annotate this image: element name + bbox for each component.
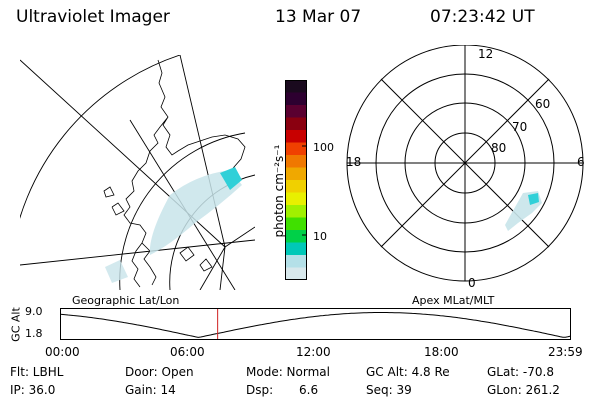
colorbar-band bbox=[285, 105, 307, 118]
mlt-label-12: 12 bbox=[478, 47, 494, 61]
x-tick-1800: 18:00 bbox=[424, 345, 459, 359]
altitude-tick-high: 9.0 bbox=[25, 305, 43, 318]
colorbar-band bbox=[285, 217, 307, 231]
altitude-tick-low: 1.8 bbox=[25, 327, 43, 340]
altitude-axis-label: GC Alt bbox=[9, 307, 23, 342]
mlat-label-60: 60 bbox=[535, 97, 551, 111]
gain-info: Gain: 14 bbox=[125, 383, 176, 397]
gc-alt-info: GC Alt: 4.8 Re bbox=[366, 365, 450, 379]
mlt-label-18: 18 bbox=[346, 155, 362, 169]
colorbar-band bbox=[285, 92, 307, 106]
door-info: Door: Open bbox=[125, 365, 194, 379]
x-tick-2359: 23:59 bbox=[548, 345, 583, 359]
colorbar-tick-10: 10 bbox=[313, 230, 327, 243]
polar-mlat-mlt-plot bbox=[346, 45, 584, 282]
geographic-caption: Geographic Lat/Lon bbox=[72, 294, 180, 307]
colorbar-band bbox=[285, 80, 307, 93]
time-label: 07:23:42 UT bbox=[430, 7, 535, 27]
colorbar-band bbox=[285, 155, 307, 168]
colorbar-tick-100: 100 bbox=[313, 141, 334, 154]
colorbar-band bbox=[285, 130, 307, 143]
colorbar-band bbox=[285, 255, 307, 268]
ip-info: IP: 36.0 bbox=[10, 383, 56, 397]
altitude-strip bbox=[60, 308, 571, 340]
colorbar-band bbox=[285, 192, 307, 206]
colorbar-band bbox=[285, 267, 307, 280]
seq-info: Seq: 39 bbox=[366, 383, 412, 397]
mlat-label-70: 70 bbox=[512, 120, 528, 134]
colorbar-band bbox=[285, 180, 307, 193]
dsp-label: Dsp: bbox=[246, 383, 274, 397]
filter-info: Flt: LBHL bbox=[10, 365, 64, 379]
apex-caption: Apex MLat/MLT bbox=[412, 294, 495, 307]
mlt-label-6: 6 bbox=[577, 155, 585, 169]
colorbar-band bbox=[285, 230, 307, 243]
colorbar-band bbox=[285, 205, 307, 218]
mlat-label-80: 80 bbox=[491, 141, 507, 155]
instrument-title: Ultraviolet Imager bbox=[16, 7, 170, 27]
colorbar-band bbox=[285, 117, 307, 131]
colorbar-band bbox=[285, 167, 307, 181]
x-tick-0600: 06:00 bbox=[170, 345, 205, 359]
dsp-value: 6.6 bbox=[299, 383, 319, 397]
mode-info: Mode: Normal bbox=[246, 365, 330, 379]
x-tick-1200: 12:00 bbox=[296, 345, 331, 359]
colorbar bbox=[285, 80, 307, 280]
mlt-label-0: 0 bbox=[468, 276, 476, 290]
date-label: 13 Mar 07 bbox=[275, 7, 362, 27]
colorbar-band bbox=[285, 242, 307, 256]
glat-info: GLat: -70.8 bbox=[487, 365, 554, 379]
x-tick-0000: 00:00 bbox=[45, 345, 80, 359]
colorbar-unit-label: photon cm⁻²s⁻¹ bbox=[272, 144, 286, 238]
geographic-map bbox=[20, 55, 255, 290]
colorbar-band bbox=[285, 142, 307, 156]
glon-info: GLon: 261.2 bbox=[487, 383, 560, 397]
